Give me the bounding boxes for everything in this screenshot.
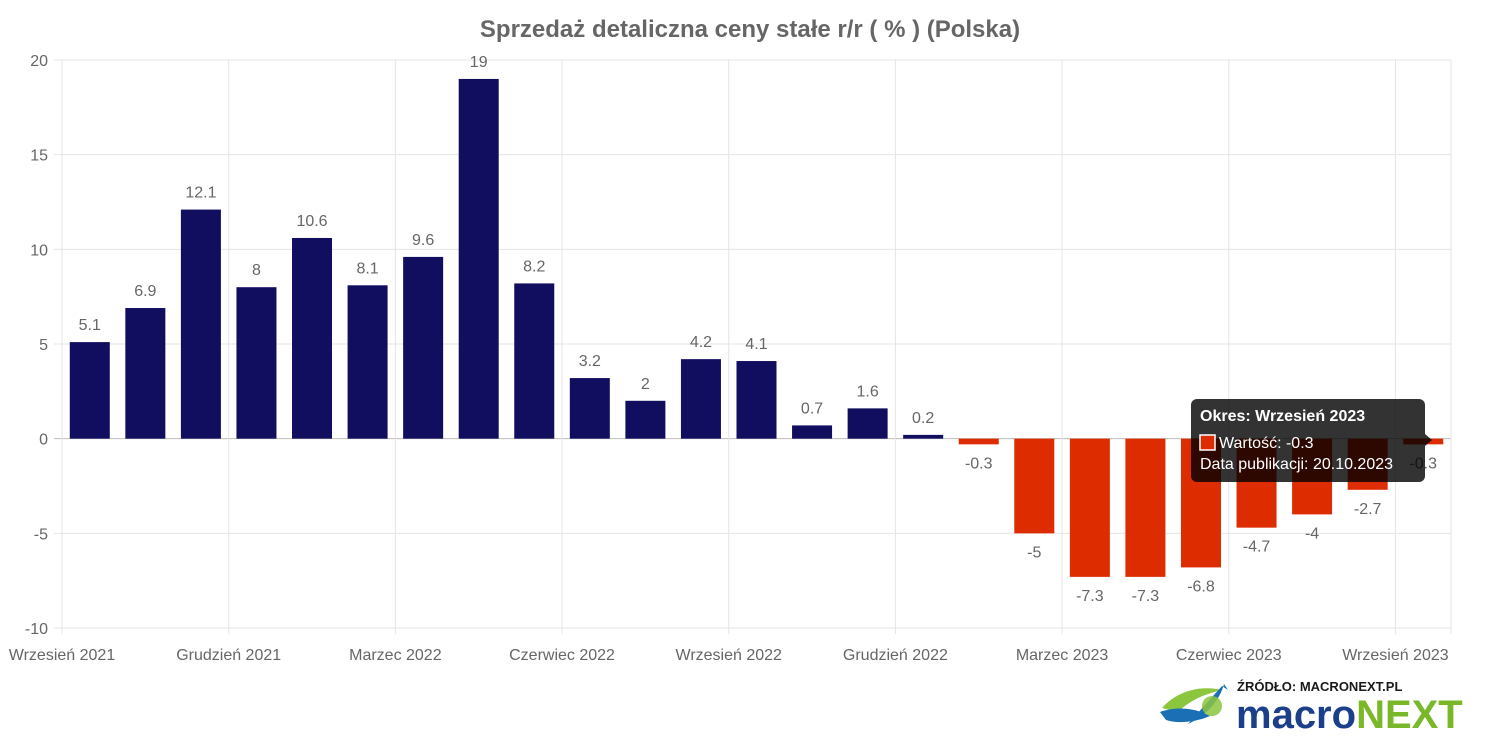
tooltip-caret xyxy=(1425,434,1432,446)
x-tick-label: Czerwiec 2022 xyxy=(509,647,615,664)
bar[interactable] xyxy=(180,209,221,439)
bar[interactable] xyxy=(958,438,999,445)
y-tick-label: -5 xyxy=(34,526,48,543)
data-label: 4.2 xyxy=(690,334,712,351)
data-label: 12.1 xyxy=(185,185,216,202)
x-tick-label: Grudzień 2022 xyxy=(843,647,948,664)
data-label: 8 xyxy=(252,262,261,279)
data-label: 1.6 xyxy=(856,383,878,400)
bar[interactable] xyxy=(514,283,555,439)
bar[interactable] xyxy=(403,256,444,439)
logo-wordmark: macroNEXT xyxy=(1236,693,1463,737)
data-label: 8.1 xyxy=(356,260,378,277)
data-label: 3.2 xyxy=(579,353,601,370)
data-label: 0.7 xyxy=(801,400,823,417)
bar[interactable] xyxy=(1125,438,1166,577)
bar[interactable] xyxy=(292,237,333,439)
tooltip-color-swatch xyxy=(1199,434,1216,451)
data-label: -4.7 xyxy=(1243,539,1271,556)
data-label: 5.1 xyxy=(79,317,101,334)
y-axis-ticks: 20 15 10 5 0 -5 -10 xyxy=(25,53,48,638)
x-tick-label: Czerwiec 2023 xyxy=(1176,647,1282,664)
bar[interactable] xyxy=(125,308,166,439)
data-label: -2.7 xyxy=(1354,501,1382,518)
data-label: 2 xyxy=(641,376,650,393)
data-label: -5 xyxy=(1027,544,1041,561)
bar[interactable] xyxy=(1069,438,1110,577)
x-tick-label: Wrzesień 2021 xyxy=(9,647,116,664)
data-label: 9.6 xyxy=(412,232,434,249)
y-tick-label: 0 xyxy=(39,432,48,449)
bar[interactable] xyxy=(903,434,944,439)
x-axis-ticks: Wrzesień 2021 Grudzień 2021 Marzec 2022 Cze… xyxy=(9,647,1449,664)
tooltip-box xyxy=(1191,399,1425,482)
bar[interactable] xyxy=(458,78,499,439)
data-label: 6.9 xyxy=(134,283,156,300)
data-label: -0.3 xyxy=(965,455,993,472)
logo-source-text: ŹRÓDŁO: MACRONEXT.PL xyxy=(1237,679,1402,694)
tooltip-date: Data publikacji: 20.10.2023 xyxy=(1200,456,1393,473)
x-tick-label: Grudzień 2021 xyxy=(176,647,281,664)
data-label: 8.2 xyxy=(523,258,545,275)
bar[interactable] xyxy=(1014,438,1055,534)
y-tick-label: 5 xyxy=(39,337,48,354)
data-label: -4 xyxy=(1305,525,1319,542)
tooltip-title: Okres: Wrzesień 2023 xyxy=(1200,408,1365,425)
x-tick-label: Marzec 2022 xyxy=(349,647,442,664)
bar[interactable] xyxy=(680,359,721,439)
y-tick-label: 20 xyxy=(30,53,48,70)
bar[interactable] xyxy=(347,285,388,439)
chart-title: Sprzedaż detaliczna ceny stałe r/r ( % )… xyxy=(480,16,1020,43)
x-tick-label: Wrzesień 2023 xyxy=(1342,647,1449,664)
data-label: -7.3 xyxy=(1132,588,1160,605)
data-label: 10.6 xyxy=(296,213,327,230)
bars[interactable] xyxy=(69,78,1444,577)
bar[interactable] xyxy=(625,400,666,439)
data-label: 4.1 xyxy=(745,336,767,353)
macronext-logo: ŹRÓDŁO: MACRONEXT.PL macroNEXT xyxy=(1160,679,1463,737)
data-label: -7.3 xyxy=(1076,588,1104,605)
x-tick-label: Marzec 2023 xyxy=(1016,647,1109,664)
bar[interactable] xyxy=(736,361,777,439)
data-label: -6.8 xyxy=(1187,578,1215,595)
data-labels: 5.1 6.9 12.1 8 10.6 8.1 9.6 19 8.2 3.2 2 4.2 4.1 0.7 1… xyxy=(79,54,1437,605)
y-tick-label: 15 xyxy=(30,148,48,165)
bar[interactable] xyxy=(847,408,888,439)
bar[interactable] xyxy=(236,287,277,439)
data-label: 0.2 xyxy=(912,410,934,427)
tooltip-value: Wartość: -0.3 xyxy=(1219,435,1314,452)
bar[interactable] xyxy=(69,342,110,439)
bar[interactable] xyxy=(569,378,610,439)
y-tick-label: -10 xyxy=(25,621,48,638)
x-tick-label: Wrzesień 2022 xyxy=(676,647,783,664)
bar[interactable] xyxy=(792,425,833,439)
tooltip: Okres: Wrzesień 2023 Wartość: -0.3 Data … xyxy=(1191,399,1432,482)
logo-swirl-icon xyxy=(1160,684,1228,724)
y-tick-label: 10 xyxy=(30,242,48,259)
data-label: 19 xyxy=(470,54,488,71)
